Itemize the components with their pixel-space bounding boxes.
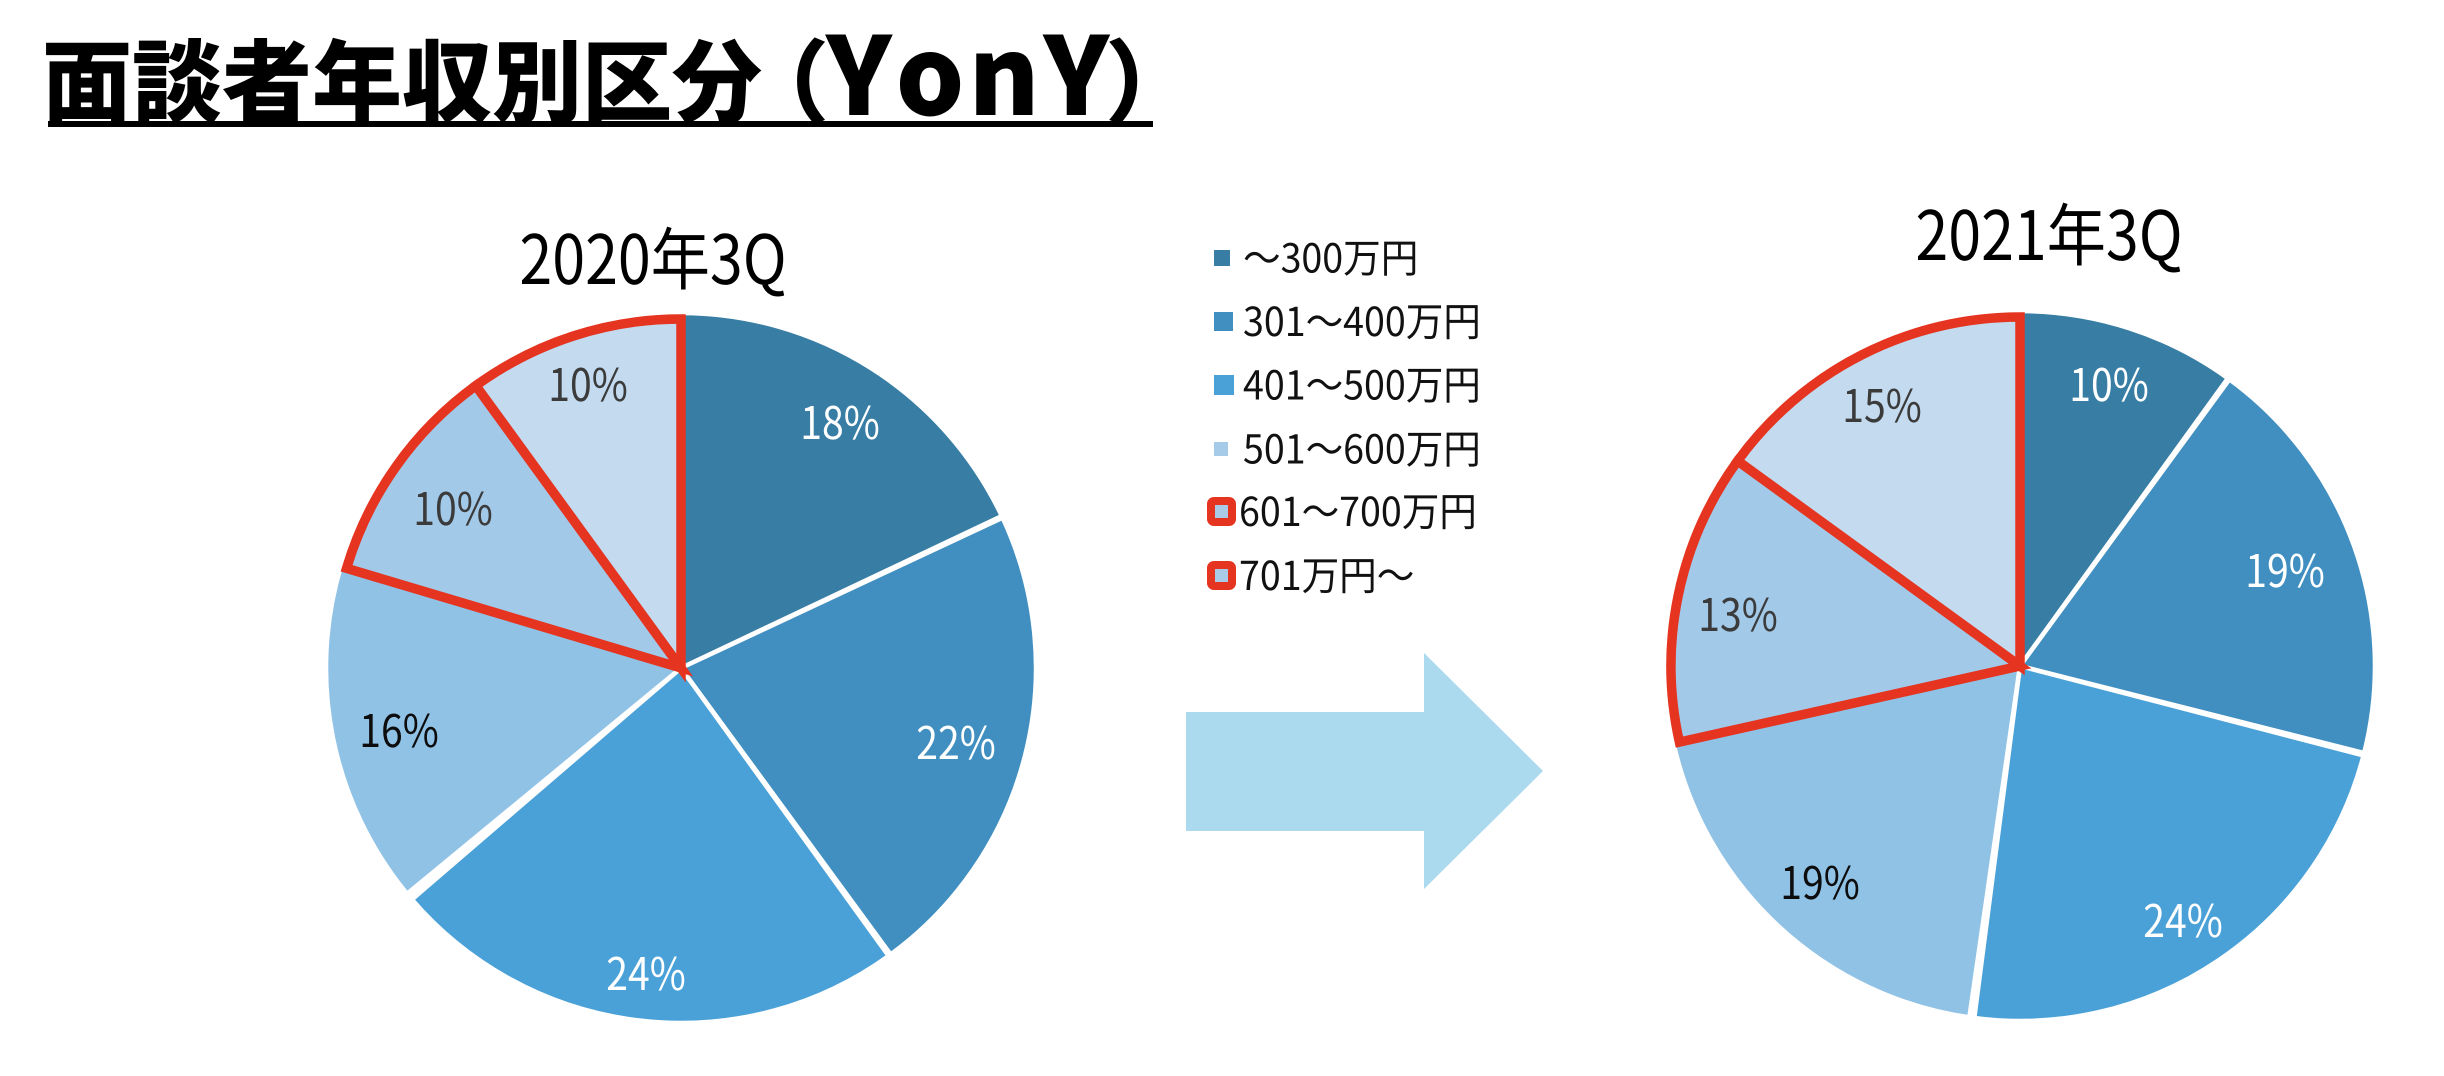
svg-text:401～500万円: 401～500万円 <box>1243 354 1481 412</box>
svg-text:2020年3Q: 2020年3Q <box>519 206 786 304</box>
svg-text:10%: 10% <box>548 350 627 415</box>
svg-text:13%: 13% <box>1698 580 1777 645</box>
svg-text:19%: 19% <box>2245 536 2324 601</box>
svg-text:301～400万円: 301～400万円 <box>1243 291 1481 349</box>
svg-text:～300万円: ～300万円 <box>1243 227 1418 285</box>
svg-text:24%: 24% <box>606 939 685 1004</box>
svg-text:15%: 15% <box>1842 371 1921 436</box>
svg-text:10%: 10% <box>413 474 492 539</box>
svg-text:19%: 19% <box>1780 848 1859 913</box>
svg-text:22%: 22% <box>916 708 995 773</box>
svg-text:701万円～: 701万円～ <box>1239 545 1414 603</box>
svg-text:18%: 18% <box>800 388 879 453</box>
svg-text:24%: 24% <box>2143 886 2222 951</box>
svg-text:601～700万円: 601～700万円 <box>1239 481 1477 539</box>
svg-text:2021年3Q: 2021年3Q <box>1915 182 2182 280</box>
svg-text:10%: 10% <box>2069 350 2148 415</box>
svg-text:501～600万円: 501～600万円 <box>1243 418 1481 476</box>
svg-text:16%: 16% <box>359 696 438 761</box>
